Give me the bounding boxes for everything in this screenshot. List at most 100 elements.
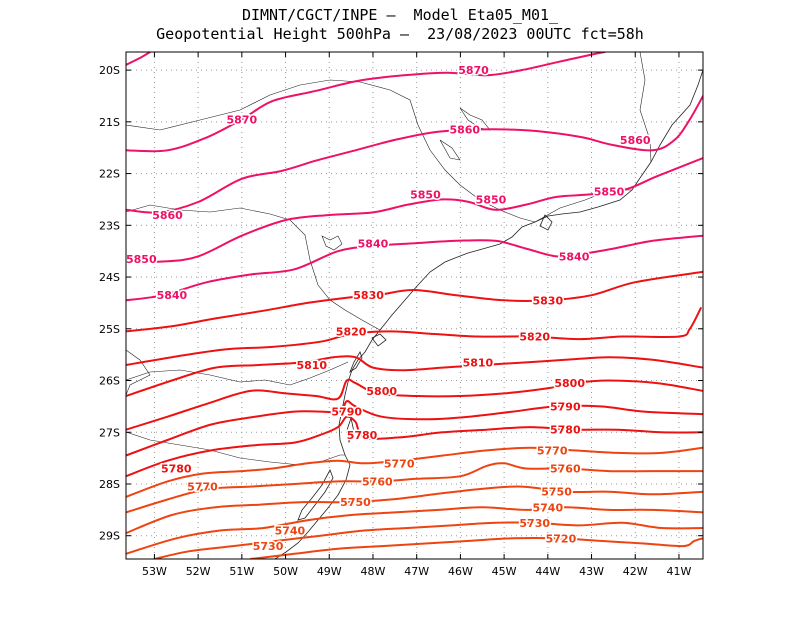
contour-label-5800: 5800 (554, 377, 585, 390)
chart-title-line-1: DIMNT/CGCT/INPE – Model Eta05_M01_ (241, 6, 559, 24)
x-tick-label: 49W (317, 565, 342, 578)
y-tick-label: 25S (99, 323, 120, 336)
contour-5790 (126, 400, 703, 457)
chart-title-line-2: Geopotential Height 500hPa – 23/08/2023 … (156, 25, 644, 43)
contour-labels: 5870 5870 5860 5860 5860 5850 5850 5850 5850 5840… (126, 63, 652, 555)
contour-label-5860: 5860 (620, 134, 651, 147)
contour-label-5860: 5860 (449, 124, 480, 137)
contour-5830 (126, 270, 703, 333)
contour-5810 (126, 355, 703, 397)
sao-francisco-island (349, 351, 363, 374)
contour-5740 (126, 506, 703, 555)
contour-5870 (126, 52, 606, 153)
x-tick-label: 51W (229, 565, 254, 578)
x-tick-label: 43W (579, 565, 604, 578)
contour-label-5760: 5760 (362, 475, 393, 488)
y-tick-label: 27S (99, 426, 120, 439)
florianopolis-island (346, 416, 355, 444)
coastline-and-borders (126, 52, 703, 559)
x-tick-label: 45W (492, 565, 517, 578)
y-tick-label: 28S (99, 478, 120, 491)
contour-label-5850: 5850 (594, 186, 625, 199)
contour-label-5770: 5770 (384, 457, 415, 470)
contour-label-5780: 5780 (161, 462, 192, 475)
contour-label-5770: 5770 (187, 481, 218, 494)
y-tick-label: 24S (99, 271, 120, 284)
contour-label-5870: 5870 (458, 64, 489, 77)
x-tick-label: 52W (186, 565, 211, 578)
contour-label-5730: 5730 (253, 540, 284, 553)
axis-ticks: 53W 52W 51W 50W 49W 48W 47W 46W 45W 44W 43W 42W 41W 2… (99, 52, 703, 578)
contour-label-5830: 5830 (533, 294, 564, 307)
state-border-sp-pr (126, 204, 381, 331)
x-tick-label: 48W (361, 565, 386, 578)
contour-5770 (126, 446, 703, 498)
y-tick-label: 23S (99, 219, 120, 232)
y-tick-label: 26S (99, 375, 120, 388)
contour-5760 (126, 462, 703, 514)
state-border-sc-rs (126, 431, 345, 466)
paranagua-bay (371, 333, 387, 347)
contour-label-5790: 5790 (331, 406, 362, 419)
guanabara-bay (539, 214, 553, 231)
reservoir-3 (439, 139, 461, 161)
state-border-pr-sc (126, 361, 349, 386)
contour-5820 (126, 307, 702, 366)
contour-label-5830: 5830 (353, 289, 384, 302)
x-tick-label: 41W (667, 565, 692, 578)
x-tick-label: 46W (448, 565, 473, 578)
lagoon-dos-patos (297, 469, 334, 521)
y-tick-label: 20S (99, 64, 120, 77)
contour-label-5810: 5810 (463, 356, 494, 369)
contour-label-5760: 5760 (550, 462, 581, 475)
contour-label-5820: 5820 (519, 331, 550, 344)
contour-label-5810: 5810 (296, 359, 327, 372)
y-tick-label: 21S (99, 116, 120, 129)
x-tick-label: 44W (535, 565, 560, 578)
contour-label-5820: 5820 (336, 325, 367, 338)
contour-5860 (126, 95, 703, 214)
national-border (126, 349, 151, 396)
contour-label-5870: 5870 (227, 113, 258, 126)
coastline (274, 69, 703, 559)
contour-label-5720: 5720 (546, 532, 577, 545)
contour-label-5770: 5770 (537, 444, 568, 457)
state-border-mg-rj (534, 189, 632, 223)
contour-label-5840: 5840 (157, 289, 188, 302)
contour-label-5840: 5840 (559, 250, 590, 263)
y-tick-label: 29S (99, 530, 120, 543)
contour-label-5750: 5750 (340, 496, 371, 509)
contour-label-5850: 5850 (126, 253, 157, 266)
reservoir-1 (321, 235, 343, 251)
contour-5840 (126, 234, 703, 302)
contour-5720 (249, 537, 703, 559)
plot-frame (125, 51, 704, 560)
contour-lines (126, 52, 703, 559)
state-border-sp-mg (126, 79, 536, 223)
x-tick-label: 50W (273, 565, 298, 578)
contour-5870 (126, 52, 151, 66)
state-border-mg-es (639, 52, 652, 163)
contour-label-5850: 5850 (410, 188, 441, 201)
contour-label-5740: 5740 (533, 501, 564, 514)
x-tick-label: 53W (142, 565, 167, 578)
contour-label-5740: 5740 (275, 525, 306, 538)
contour-5850 (126, 157, 703, 263)
contour-label-5800: 5800 (366, 385, 397, 398)
x-tick-label: 47W (404, 565, 429, 578)
contour-label-5780: 5780 (550, 424, 581, 437)
contour-label-5850: 5850 (476, 193, 507, 206)
x-tick-label: 42W (623, 565, 648, 578)
contour-label-5730: 5730 (519, 517, 550, 530)
contour-label-5860: 5860 (152, 209, 183, 222)
contour-5750 (126, 485, 703, 535)
contour-5780 (126, 415, 703, 478)
contour-label-5790: 5790 (550, 400, 581, 413)
contour-5730 (153, 521, 703, 559)
contour-label-5840: 5840 (358, 237, 389, 250)
contour-5800 (126, 378, 703, 431)
contour-label-5780: 5780 (347, 429, 378, 442)
y-tick-label: 22S (99, 168, 120, 181)
contour-label-5750: 5750 (541, 486, 572, 499)
